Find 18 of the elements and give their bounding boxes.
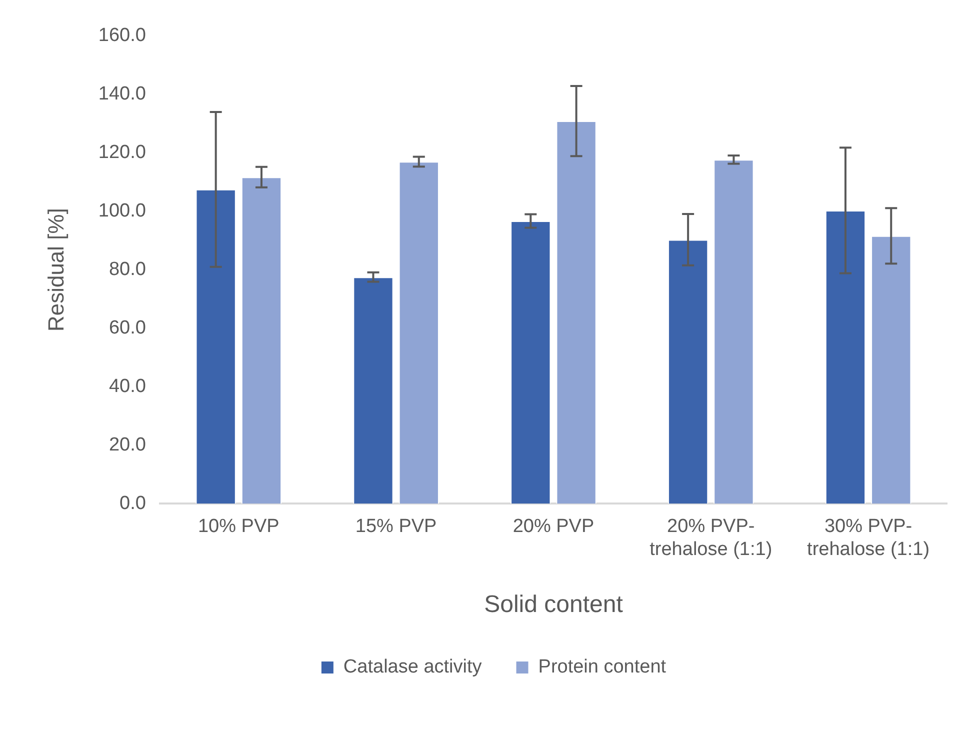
x-tick-label: 15% PVP: [355, 516, 437, 538]
y-tick-label: 140.0: [98, 84, 146, 105]
legend-label: Catalase activity: [343, 656, 482, 678]
x-tick-label: 20% PVP: [512, 516, 594, 538]
y-tick-label: 120.0: [98, 142, 146, 164]
y-tick-label: 20.0: [108, 434, 146, 456]
y-tick-label: 160.0: [98, 25, 146, 46]
y-axis-title: Residual [%]: [43, 208, 68, 332]
x-tick-label: 20% PVP-trehalose (1:1): [650, 516, 772, 560]
y-tick-label: 40.0: [108, 376, 146, 397]
y-tick-label: 80.0: [108, 259, 146, 280]
legend-label: Protein content: [538, 656, 667, 678]
y-tick-label: 0.0: [120, 492, 146, 514]
y-tick-label: 60.0: [108, 317, 146, 338]
x-tick-label: 10% PVP: [198, 516, 280, 538]
x-tick-label: 30% PVP-trehalose (1:1): [807, 516, 930, 560]
x-axis-title: Solid content: [484, 591, 624, 618]
y-tick-label: 100.0: [98, 200, 146, 222]
